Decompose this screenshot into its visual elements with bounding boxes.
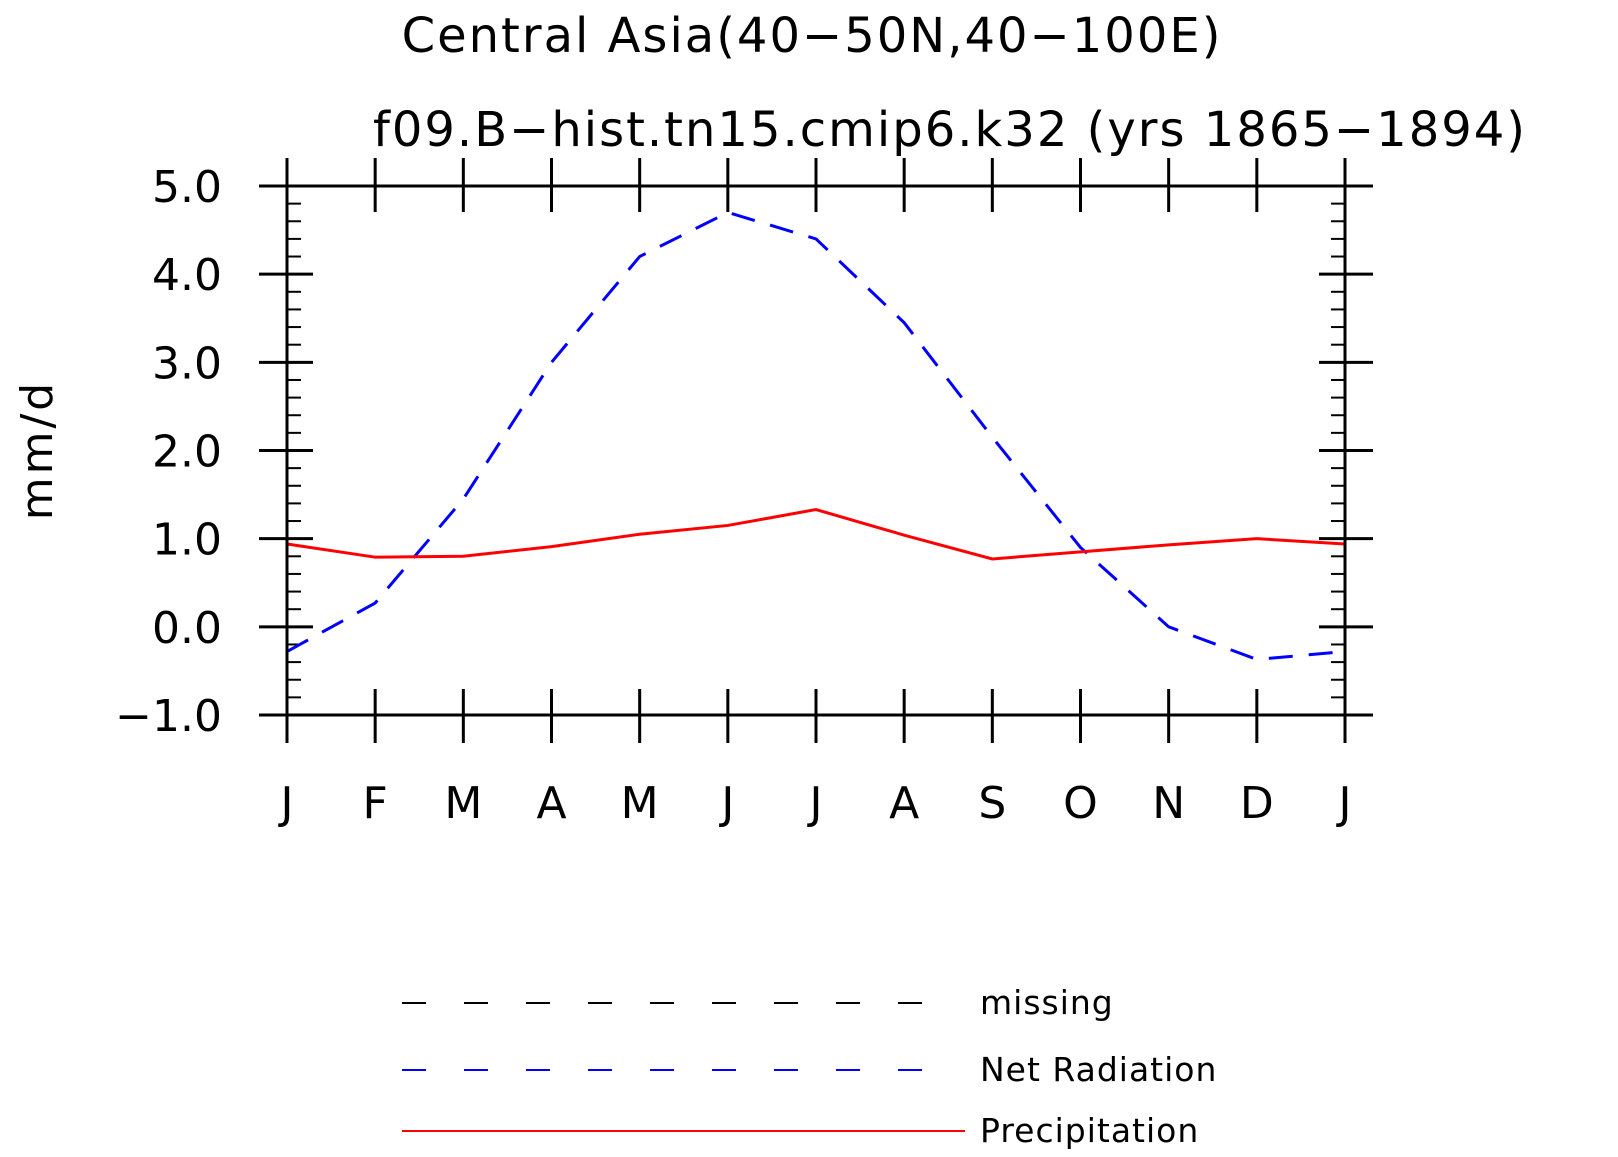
data-point-net-radiation xyxy=(639,256,640,257)
data-point-net-radiation xyxy=(551,362,552,363)
series-line-precipitation xyxy=(286,508,1346,561)
x-tick-label: J xyxy=(807,778,823,829)
x-tick-label: J xyxy=(278,778,294,829)
y-tick-label: 3.0 xyxy=(152,338,222,389)
y-tick-label: 1.0 xyxy=(152,515,222,566)
data-point-precipitation xyxy=(816,509,817,510)
x-tick-label: O xyxy=(1063,778,1098,829)
x-tick-label: N xyxy=(1152,778,1185,829)
y-tick-label: 4.0 xyxy=(152,250,222,301)
data-point-net-radiation xyxy=(1168,626,1169,627)
data-point-precipitation xyxy=(992,558,993,559)
plot-series xyxy=(286,210,1346,661)
y-tick-label: −1.0 xyxy=(115,691,222,742)
data-point-net-radiation xyxy=(727,212,728,213)
y-tick-label: 5.0 xyxy=(152,162,222,213)
data-point-net-radiation xyxy=(463,498,464,499)
data-point-net-radiation xyxy=(816,238,817,239)
data-point-net-radiation xyxy=(1256,659,1257,660)
y-axis-label: mm/d xyxy=(12,380,63,520)
data-point-precipitation xyxy=(639,534,640,535)
y-tick-label: 2.0 xyxy=(152,427,222,478)
x-tick-label: A xyxy=(889,778,919,829)
series-line-net-radiation xyxy=(286,210,1346,661)
chart-title: Central Asia(40−50N,40−100E) xyxy=(402,8,1223,64)
x-tick-label: M xyxy=(621,778,659,829)
data-point-net-radiation xyxy=(375,603,376,604)
x-tick-label: A xyxy=(536,778,566,829)
data-point-precipitation xyxy=(551,546,552,547)
data-point-precipitation xyxy=(463,556,464,557)
axis-ticks xyxy=(259,158,1373,743)
x-tick-label: S xyxy=(978,778,1006,829)
legend-label-precipitation: Precipitation xyxy=(980,1111,1199,1150)
legend-label-missing: missing xyxy=(980,983,1114,1022)
x-tick-label: D xyxy=(1240,778,1274,829)
plot-frame xyxy=(285,184,1347,717)
legend: missing Net Radiation Precipitation xyxy=(402,983,1217,1150)
data-point-precipitation xyxy=(727,525,728,526)
y-tick-labels: −1.0 0.0 1.0 2.0 3.0 4.0 5.0 xyxy=(115,162,222,742)
data-point-precipitation xyxy=(904,535,905,536)
chart-subtitle: f09.B−hist.tn15.cmip6.k32 (yrs 1865−1894… xyxy=(373,102,1527,158)
data-point-net-radiation xyxy=(1080,547,1081,548)
legend-label-net-radiation: Net Radiation xyxy=(980,1050,1217,1089)
x-tick-label: J xyxy=(1336,778,1352,829)
data-point-precipitation xyxy=(1256,538,1257,539)
data-point-precipitation xyxy=(1168,544,1169,545)
data-point-precipitation xyxy=(375,557,376,558)
x-tick-label: F xyxy=(363,778,388,829)
data-point-net-radiation xyxy=(992,437,993,438)
data-point-precipitation xyxy=(1080,551,1081,552)
y-tick-label: 0.0 xyxy=(152,603,222,654)
data-point-net-radiation xyxy=(904,322,905,323)
x-tick-label: M xyxy=(444,778,482,829)
x-tick-label: J xyxy=(718,778,734,829)
